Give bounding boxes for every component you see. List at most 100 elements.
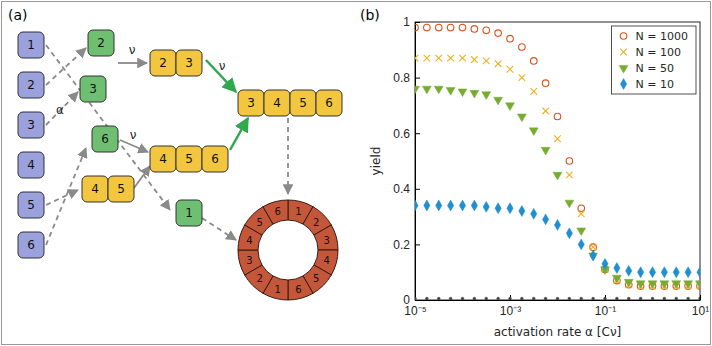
ring-label: 4 — [323, 255, 329, 266]
plot-frame — [415, 22, 700, 300]
rate-label: ν — [130, 128, 137, 142]
data-point — [494, 97, 503, 105]
active-piece: 1 — [176, 200, 202, 226]
ring-label: 4 — [246, 235, 252, 246]
y-tick: 0.2 — [393, 238, 420, 252]
data-point — [424, 55, 431, 62]
y-tick-mark — [415, 133, 420, 134]
data-point — [556, 297, 559, 300]
active-piece: 6 — [92, 126, 118, 152]
y-tick-mark — [415, 244, 420, 245]
active-piece-label: 3 — [89, 82, 97, 96]
x-tick: 10⁻³ — [500, 295, 521, 318]
x-axis: 10⁻⁵10⁻³10⁻¹10¹ — [404, 295, 709, 318]
data-point — [459, 200, 465, 211]
inactive-piece-label: 4 — [27, 158, 35, 172]
y-tick-label: 0.8 — [393, 71, 410, 85]
y-tick-label: 0.6 — [393, 127, 410, 141]
y-axis-line — [415, 23, 416, 301]
data-point — [435, 55, 442, 62]
data-point — [697, 267, 700, 278]
y-tick: 0 — [403, 293, 420, 307]
data-point — [544, 297, 547, 300]
data-point — [554, 220, 560, 231]
x-tick: 10¹ — [692, 295, 709, 318]
data-point — [507, 66, 514, 73]
active-piece: 3 — [80, 76, 106, 102]
arrow — [46, 190, 78, 205]
data-point — [553, 172, 562, 180]
chain-piece: 4 — [150, 146, 176, 172]
series — [415, 86, 700, 288]
legend-symbol — [620, 49, 627, 56]
y-tick-label: 1 — [403, 15, 410, 29]
ring-label: 1 — [274, 284, 280, 295]
rate-label: ν — [129, 43, 136, 57]
chain-piece-shape — [290, 90, 316, 116]
data-point — [602, 258, 608, 269]
chain-piece: 3 — [238, 90, 264, 116]
data-point — [436, 200, 442, 211]
legend-symbol — [620, 79, 626, 90]
series — [415, 24, 700, 289]
data-point — [530, 58, 537, 65]
data-point — [447, 200, 453, 211]
data-point — [447, 24, 454, 31]
ring-label: 5 — [257, 217, 263, 228]
data-point — [696, 281, 700, 289]
ring-segment — [238, 250, 262, 275]
ring-label: 5 — [313, 273, 319, 284]
data-point — [590, 244, 597, 251]
inactive-piece-shape — [18, 112, 44, 138]
panel-a: (a)αννν123456236123454563456123456123456 — [8, 7, 342, 300]
chain-piece-label: 4 — [159, 152, 167, 166]
arrow — [134, 166, 150, 188]
data-point — [483, 27, 490, 34]
data-point — [612, 275, 621, 283]
arrow — [206, 60, 236, 92]
ring: 123456123456 — [238, 200, 338, 300]
data-point — [684, 281, 693, 289]
chain-piece-label: 5 — [299, 96, 307, 110]
data-point — [639, 297, 642, 300]
data-point — [483, 201, 489, 212]
chain-piece-shape — [150, 50, 176, 76]
chain-piece: 4 — [264, 90, 290, 116]
data-point — [471, 200, 477, 211]
data-point — [675, 297, 678, 300]
data-point — [661, 267, 667, 278]
arrow — [202, 218, 236, 240]
active-piece-label: 6 — [101, 132, 109, 146]
data-point — [519, 206, 525, 217]
data-point — [446, 88, 455, 96]
data-point — [649, 267, 655, 278]
series — [415, 297, 700, 300]
x-axis-title: activation rate α [Cν] — [494, 325, 622, 339]
data-point — [566, 172, 573, 179]
inactive-piece-shape — [18, 232, 44, 258]
data-point — [578, 205, 585, 212]
data-point — [415, 55, 418, 62]
panel-b: (b)10⁻⁵10⁻³10⁻¹10¹00.20.40.60.81activati… — [360, 7, 709, 339]
arrow — [46, 92, 78, 125]
figure-frame — [2, 2, 711, 345]
y-tick-label: 0 — [403, 293, 410, 307]
inactive-piece-shape — [18, 192, 44, 218]
inactive-piece-label: 1 — [27, 38, 35, 52]
data-point — [565, 200, 574, 208]
data-point — [459, 24, 466, 31]
chain-piece-label: 6 — [325, 96, 333, 110]
data-point — [520, 297, 523, 300]
data-point — [434, 86, 443, 94]
chain-piece: 6 — [316, 90, 342, 116]
chain-piece-shape — [202, 146, 228, 172]
data-point — [425, 297, 428, 300]
ring-label: 1 — [295, 206, 301, 217]
x-tick-mark — [700, 295, 701, 300]
data-point — [530, 88, 537, 95]
active-piece-shape — [88, 30, 114, 56]
data-point — [590, 244, 597, 251]
legend-label: N = 1000 — [636, 30, 688, 43]
y-tick: 0.6 — [393, 127, 420, 141]
data-point — [449, 297, 452, 300]
